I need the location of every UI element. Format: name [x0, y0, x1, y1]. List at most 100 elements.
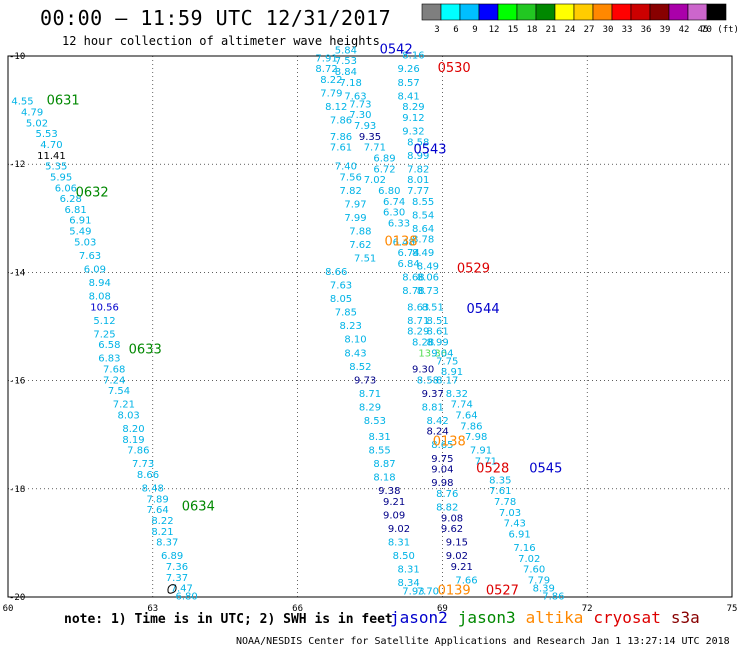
wave-height-value: 8.20 — [122, 424, 144, 435]
wave-height-value: 8.39 — [533, 584, 555, 595]
wave-height-value: 8.06 — [417, 273, 439, 284]
wave-height-value: 8.66 — [137, 470, 159, 481]
wave-height-value: 8.51 — [426, 316, 448, 327]
footnote: note: 1) Time is in UTC; 2) SWH is in fe… — [64, 612, 393, 627]
wave-height-value: 8.03 — [118, 410, 140, 421]
wave-height-value: 7.16 — [513, 543, 535, 554]
wave-height-value: 8.42 — [426, 416, 448, 427]
track-label: 0530 — [438, 61, 471, 76]
y-tick-label: -20 — [9, 593, 25, 603]
wave-height-value: 8.12 — [325, 102, 347, 113]
wave-height-value: 8.22 — [320, 75, 342, 86]
wave-height-value: 7.24 — [103, 375, 125, 386]
wave-height-value: 7.40 — [335, 162, 357, 173]
wave-height-value: 8.68 — [402, 273, 424, 284]
wave-height-value: 9.02 — [446, 551, 468, 562]
wave-height-value: 6.33 — [388, 218, 410, 229]
wave-height-value: 8.51 — [422, 302, 444, 313]
page-subtitle: 12 hour collection of altimeter wave hei… — [62, 34, 380, 48]
colorbar-label: 42 — [679, 25, 690, 35]
wave-height-value: 7.51 — [354, 254, 376, 265]
page-title: 00:00 — 11:59 UTC 12/31/2017 — [40, 6, 392, 30]
wave-height-value: 8.31 — [397, 565, 419, 576]
wave-height-value: 9.09 — [383, 511, 405, 522]
wave-height-value: 8.65 — [431, 440, 453, 451]
wave-height-value: 9.98 — [431, 478, 453, 489]
wave-height-value: 6.30 — [383, 208, 405, 219]
wave-height-value: 7.98 — [465, 432, 487, 443]
wave-height-value: 8.43 — [344, 348, 366, 359]
wave-height-value: 8.29 — [359, 402, 381, 413]
y-tick-label: -16 — [9, 377, 25, 387]
wave-height-value: 7.91 — [315, 53, 337, 64]
legend-entry-altika: altika — [525, 608, 584, 627]
wave-height-value: 7.88 — [349, 227, 371, 238]
wave-height-value: 7.93 — [354, 121, 376, 132]
wave-height-value: 7.36 — [166, 562, 188, 573]
wave-height-value: 7.63 — [330, 281, 352, 292]
wave-height-value: 6.80 — [378, 186, 400, 197]
wave-height-value: 8.34 — [397, 578, 419, 589]
wave-height-value: 8.24 — [426, 427, 448, 438]
y-tick-label: -12 — [9, 160, 25, 170]
wave-height-value: 8.17 — [436, 375, 458, 386]
wave-height-value: 7.75 — [436, 356, 458, 367]
wave-height-value: 7.63 — [79, 251, 101, 262]
colorbar-label: 30 — [603, 25, 614, 35]
wave-height-value: 8.05 — [330, 294, 352, 305]
wave-height-value: 6.74 — [397, 248, 419, 259]
wave-height-value: 7.93 — [402, 586, 424, 597]
wave-height-value: 8.19 — [122, 435, 144, 446]
wave-height-value: 7.86 — [127, 446, 149, 457]
axis-ticks: 60 63 66 69 72 75 -10 -12 -14 -16 -18 -20 — [3, 52, 738, 614]
wave-height-value: 8.52 — [349, 362, 371, 373]
track-label: 0633 — [129, 343, 162, 358]
x-tick-label: 60 — [3, 604, 14, 614]
wave-height-value: 8.55 — [412, 197, 434, 208]
wave-height-value: 7.37 — [166, 573, 188, 584]
wave-height-value: 7.62 — [349, 240, 371, 251]
wave-height-value: 5.35 — [45, 162, 67, 173]
wave-height-value: 7.02 — [364, 175, 386, 186]
wave-height-value: 6.91 — [508, 529, 530, 540]
wave-height-value: 7.79 — [320, 89, 342, 100]
track-label: 0545 — [529, 462, 562, 477]
wave-height-value: 7.91 — [470, 446, 492, 457]
wave-height-value: 7.73 — [132, 459, 154, 470]
wave-height-value: 6.74 — [383, 197, 405, 208]
wave-height-value: 6.06 — [55, 183, 77, 194]
track-label: 0634 — [182, 499, 215, 514]
wave-height-value: 8.22 — [151, 516, 173, 527]
x-tick-label: 72 — [582, 604, 593, 614]
wave-height-value: 8.01 — [407, 175, 429, 186]
legend-entry-cryosat: cryosat — [593, 608, 661, 627]
wave-height-value: 7.64 — [455, 410, 477, 421]
colorbar-label: 70 (ft) — [701, 25, 739, 35]
wave-height-value: 6.89 — [373, 153, 395, 164]
wave-height-value: 8.49 — [412, 248, 434, 259]
wave-height-value: 6.58 — [98, 340, 120, 351]
colorbar-swatch — [554, 3, 575, 21]
colorbar-label: 36 — [641, 25, 652, 35]
wave-height-value: 8.73 — [417, 286, 439, 297]
wave-height-value: 8.37 — [156, 538, 178, 549]
y-tick-label: -18 — [9, 485, 25, 495]
colorbar-swatch — [421, 3, 442, 21]
plot-grid — [7, 55, 733, 598]
wave-height-value: 9.08 — [441, 513, 463, 524]
wave-height-value: 9.73 — [354, 375, 376, 386]
wave-height-value: 9.21 — [383, 497, 405, 508]
colorbar-label: 6 — [453, 25, 458, 35]
colorbar-swatch — [630, 3, 651, 21]
wave-height-value: 7.99 — [344, 213, 366, 224]
wave-height-value: 4.79 — [21, 108, 43, 119]
x-tick-label: 66 — [292, 604, 303, 614]
wave-height-value: 8.82 — [436, 502, 458, 513]
wave-height-value: 8.66 — [325, 267, 347, 278]
wave-height-value: 8.10 — [344, 335, 366, 346]
wave-height-value: 8.76 — [436, 489, 458, 500]
wave-height-value: 5.53 — [35, 129, 57, 140]
wave-height-value: 6.48 — [393, 237, 415, 248]
wave-height-value: 8.84 — [335, 67, 357, 78]
island-outline — [167, 584, 177, 594]
